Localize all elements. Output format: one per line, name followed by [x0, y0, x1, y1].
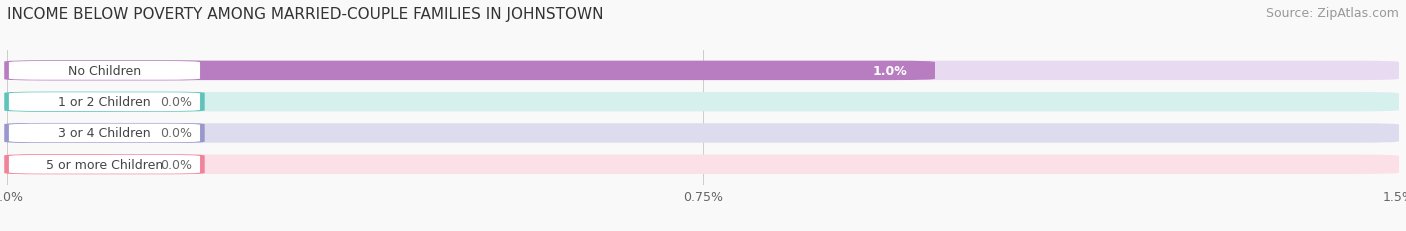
Text: 5 or more Children: 5 or more Children [46, 158, 163, 171]
Text: 1 or 2 Children: 1 or 2 Children [58, 96, 150, 109]
Text: No Children: No Children [67, 65, 141, 78]
FancyBboxPatch shape [8, 93, 200, 112]
FancyBboxPatch shape [7, 124, 136, 143]
Text: INCOME BELOW POVERTY AMONG MARRIED-COUPLE FAMILIES IN JOHNSTOWN: INCOME BELOW POVERTY AMONG MARRIED-COUPL… [7, 7, 603, 22]
FancyBboxPatch shape [4, 155, 205, 174]
Text: 0.0%: 0.0% [160, 127, 193, 140]
FancyBboxPatch shape [8, 124, 200, 143]
FancyBboxPatch shape [4, 61, 205, 81]
FancyBboxPatch shape [4, 123, 205, 143]
FancyBboxPatch shape [7, 124, 1399, 143]
Text: 0.0%: 0.0% [160, 96, 193, 109]
FancyBboxPatch shape [7, 155, 1399, 174]
Text: 3 or 4 Children: 3 or 4 Children [58, 127, 150, 140]
FancyBboxPatch shape [7, 61, 935, 81]
FancyBboxPatch shape [7, 93, 136, 112]
FancyBboxPatch shape [8, 155, 200, 174]
FancyBboxPatch shape [8, 62, 200, 80]
FancyBboxPatch shape [7, 93, 1399, 112]
Text: 0.0%: 0.0% [160, 158, 193, 171]
FancyBboxPatch shape [7, 155, 136, 174]
Text: Source: ZipAtlas.com: Source: ZipAtlas.com [1265, 7, 1399, 20]
Text: 1.0%: 1.0% [872, 65, 907, 78]
FancyBboxPatch shape [4, 92, 205, 112]
FancyBboxPatch shape [7, 61, 1399, 81]
